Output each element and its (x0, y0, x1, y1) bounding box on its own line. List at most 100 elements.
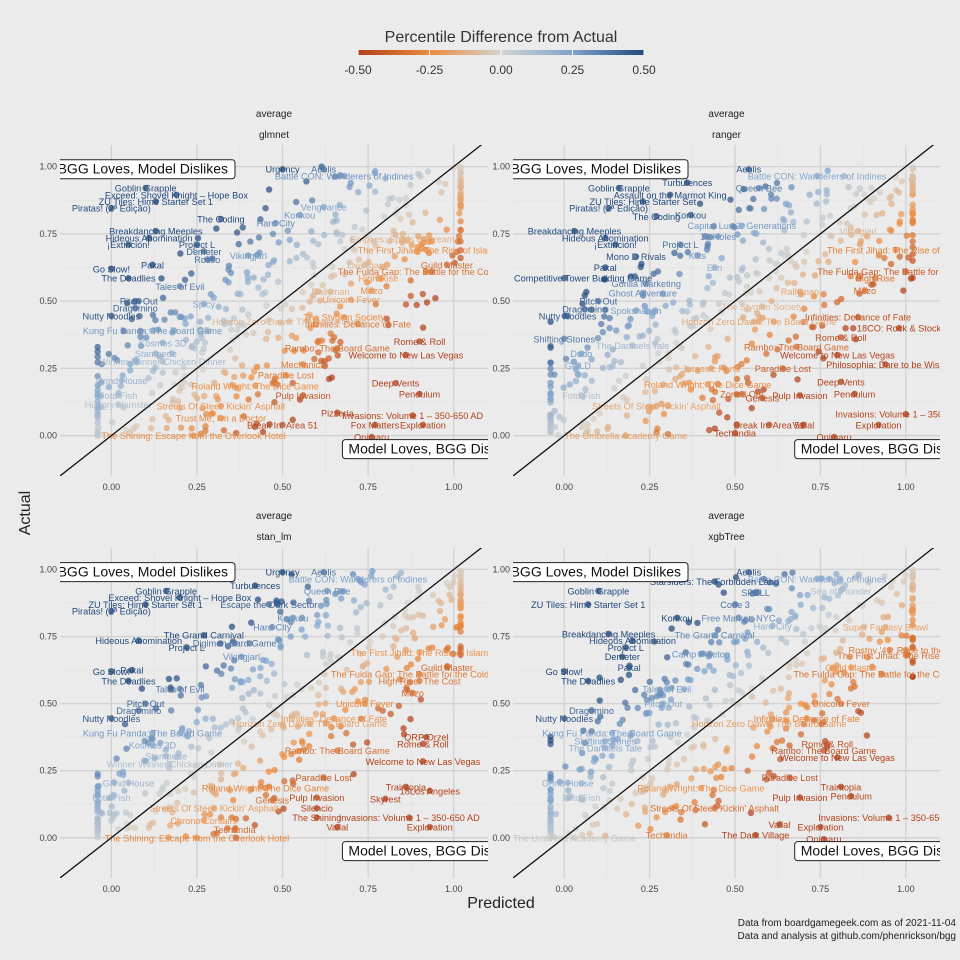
labeled-point (800, 421, 807, 429)
data-point (141, 737, 148, 745)
labeled-point (619, 653, 626, 660)
data-point (744, 629, 751, 636)
data-point (347, 639, 354, 646)
labeled-point (279, 568, 286, 576)
strip-label: average (708, 511, 745, 522)
data-point (909, 164, 916, 171)
data-point (648, 694, 655, 702)
data-point (909, 616, 916, 624)
data-point (173, 799, 181, 807)
data-point (277, 608, 284, 615)
game-label: Nutty Noodles (535, 714, 593, 724)
data-point (706, 426, 713, 434)
data-point (678, 808, 685, 816)
game-label: Kung Fu Panda: The Board Game (83, 729, 222, 739)
data-point (343, 729, 350, 737)
data-point (801, 701, 809, 709)
game-label: Breakdancing Meeples (109, 227, 203, 237)
data-point (602, 306, 609, 313)
data-point (609, 780, 616, 787)
labeled-point (776, 821, 783, 828)
labeled-point (419, 421, 427, 429)
data-point (748, 340, 755, 347)
data-point (436, 216, 444, 223)
labeled-point (820, 747, 828, 754)
game-label: Onimaru (354, 432, 389, 442)
data-point (673, 781, 681, 788)
data-point (765, 769, 773, 776)
data-point (754, 388, 762, 395)
data-point (330, 272, 338, 279)
data-point (651, 387, 659, 395)
data-point (909, 621, 916, 629)
data-point (319, 281, 326, 289)
data-point (449, 650, 457, 658)
x-tick-label: 1.00 (445, 884, 463, 894)
data-point (909, 238, 916, 245)
data-point (382, 175, 389, 182)
data-point (192, 763, 200, 770)
data-point (155, 326, 162, 333)
game-label: Vallal (769, 820, 791, 830)
data-point (257, 690, 264, 697)
data-point (800, 720, 807, 728)
annotation-box-bottom-right (794, 439, 940, 460)
data-point (682, 649, 689, 656)
game-label: Spokshaben (610, 306, 661, 316)
data-point (579, 300, 586, 307)
data-point (833, 570, 840, 578)
data-point (684, 366, 692, 373)
data-point (732, 662, 740, 669)
data-point (256, 757, 264, 764)
data-point (692, 806, 699, 814)
game-label: Break In: Area 51 (247, 420, 318, 430)
data-point (588, 728, 595, 735)
game-label: The Shining (292, 813, 341, 823)
data-point (727, 681, 734, 689)
data-point (701, 821, 709, 828)
data-point (253, 363, 260, 371)
data-point (209, 715, 217, 723)
game-label: Rostov '41: Race to the Don (849, 645, 960, 655)
game-label: Paradise Lost (296, 773, 353, 783)
data-point (668, 625, 675, 632)
data-point (758, 675, 766, 682)
game-label: Pulp Invasion (276, 391, 331, 401)
data-point (365, 678, 373, 685)
y-tick-label: 0.25 (492, 363, 510, 373)
data-point (596, 410, 603, 417)
data-point (584, 344, 591, 351)
data-point (596, 674, 603, 681)
data-point (338, 634, 345, 641)
game-label: Hard City (253, 623, 292, 633)
data-point (781, 226, 788, 234)
labeled-point (766, 720, 773, 727)
data-point (887, 583, 895, 591)
game-label: The Shining: Escape from the Overlook Ho… (101, 431, 285, 441)
data-point (188, 743, 195, 750)
data-point (617, 358, 625, 366)
data-point (262, 335, 270, 343)
data-point (704, 240, 712, 248)
labeled-point (125, 275, 132, 282)
game-label: The Damsels Tale (596, 341, 669, 351)
data-point (587, 773, 594, 780)
data-point (547, 428, 554, 435)
game-label: Battle CON: Wanderers of Indines (748, 171, 887, 181)
data-point (94, 343, 101, 351)
game-label: Rome & Roll (394, 337, 446, 347)
y-tick-label: 0.00 (39, 833, 57, 843)
game-label: Goblin Grapple (588, 184, 650, 194)
labeled-point (902, 268, 910, 275)
data-point (810, 293, 818, 300)
data-point (457, 163, 464, 171)
data-point (863, 732, 871, 739)
data-point (718, 254, 725, 262)
labeled-point (231, 640, 238, 647)
annotation-text-top-left: BGG Loves, Model Dislikes (511, 161, 681, 177)
labeled-point (704, 381, 711, 388)
data-point (893, 590, 901, 598)
labeled-point (745, 568, 752, 576)
game-label: Hard City (753, 621, 792, 631)
